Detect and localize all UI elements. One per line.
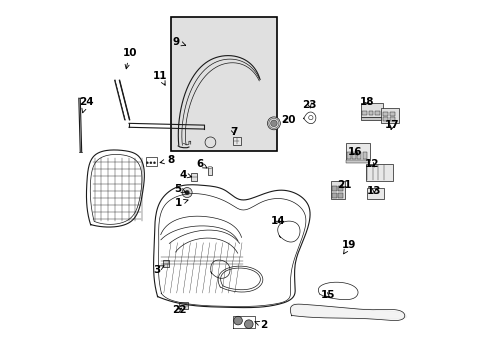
Text: 3: 3 [153, 265, 164, 275]
Circle shape [146, 162, 148, 164]
Text: 10: 10 [122, 48, 137, 69]
Text: 17: 17 [384, 121, 399, 130]
Bar [330, 181, 344, 199]
Text: 5: 5 [174, 184, 185, 194]
Text: 11: 11 [153, 71, 167, 85]
Bar [346, 152, 350, 159]
Bar [345, 143, 369, 160]
Polygon shape [290, 304, 406, 319]
Text: 16: 16 [347, 147, 362, 157]
Bar [382, 117, 387, 121]
Bar [207, 167, 212, 175]
Text: 8: 8 [160, 155, 174, 165]
Text: 22: 22 [172, 305, 186, 315]
Text: 12: 12 [364, 159, 378, 169]
Circle shape [184, 190, 189, 195]
Bar [351, 152, 355, 159]
Bar [368, 111, 372, 116]
Circle shape [182, 188, 192, 198]
Text: 13: 13 [366, 186, 381, 197]
Bar [365, 163, 392, 181]
Bar [179, 302, 188, 309]
Bar [366, 188, 384, 199]
Bar [381, 108, 398, 123]
Text: 20: 20 [281, 115, 295, 125]
Text: 23: 23 [302, 100, 316, 111]
Text: 14: 14 [271, 216, 285, 226]
Text: 15: 15 [320, 291, 334, 301]
Circle shape [267, 117, 280, 130]
Bar [191, 173, 197, 181]
Text: 18: 18 [359, 97, 374, 107]
Bar [332, 193, 336, 198]
Bar [171, 17, 276, 151]
Text: 4: 4 [180, 170, 191, 180]
Bar [345, 160, 369, 163]
Bar [163, 260, 169, 267]
Bar [233, 137, 241, 145]
Bar [362, 111, 366, 116]
Bar [332, 186, 336, 191]
Text: 21: 21 [336, 180, 351, 190]
Bar [389, 117, 394, 121]
Circle shape [233, 316, 242, 325]
Ellipse shape [207, 167, 212, 168]
Circle shape [149, 162, 152, 164]
Bar [145, 157, 157, 166]
Text: 6: 6 [196, 159, 207, 169]
Text: 24: 24 [79, 97, 93, 113]
Text: 2: 2 [254, 320, 267, 330]
Bar [374, 111, 379, 116]
Bar [357, 152, 361, 159]
Text: 1: 1 [174, 198, 188, 208]
Bar [360, 103, 382, 117]
Bar [382, 112, 387, 116]
Circle shape [244, 320, 253, 328]
Bar [338, 193, 343, 198]
Circle shape [270, 120, 277, 127]
Text: 9: 9 [172, 37, 185, 47]
Bar [362, 152, 366, 159]
Circle shape [153, 162, 155, 164]
Text: 19: 19 [341, 240, 356, 254]
Text: 7: 7 [229, 127, 237, 136]
Bar [389, 112, 394, 116]
Bar [338, 186, 343, 191]
Bar [360, 117, 382, 120]
